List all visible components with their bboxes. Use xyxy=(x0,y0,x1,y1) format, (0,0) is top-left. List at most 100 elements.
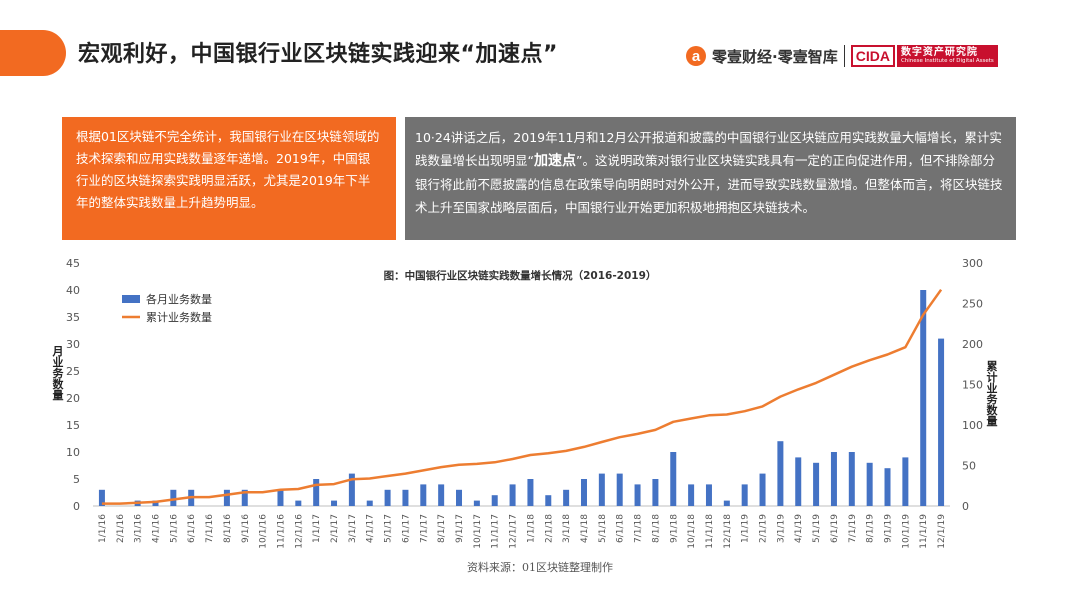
monthly-bar xyxy=(634,484,641,506)
monthly-bar xyxy=(545,495,552,506)
legend-label-monthly: 各月业务数量 xyxy=(146,292,212,306)
monthly-bar xyxy=(527,479,534,506)
x-tick-label: 10/1/19 xyxy=(901,514,911,549)
monthly-bar xyxy=(438,484,445,506)
monthly-bar xyxy=(688,484,695,506)
x-tick-label: 2/1/19 xyxy=(759,514,769,543)
monthly-bar xyxy=(723,500,730,506)
x-tick-label: 3/1/19 xyxy=(776,514,786,543)
monthly-bar xyxy=(473,500,480,506)
summary-left-text: 根据01区块链不完全统计，我国银行业在区块链领域的技术探索和应用实践数量逐年递增… xyxy=(76,129,380,210)
brand-name: 零壹财经·零壹智库 xyxy=(712,47,838,66)
monthly-bar xyxy=(348,473,355,506)
x-tick-label: 3/1/17 xyxy=(348,514,358,543)
x-tick-label: 1/1/16 xyxy=(98,514,108,543)
monthly-bar xyxy=(759,473,766,506)
x-tick-label: 5/1/16 xyxy=(169,514,179,543)
y-right-tick-label: 50 xyxy=(962,460,976,473)
y-tick-label: 35 xyxy=(66,311,80,324)
x-tick-label: 8/1/18 xyxy=(651,514,661,543)
x-tick-label: 4/1/17 xyxy=(366,514,376,543)
monthly-bar xyxy=(98,489,105,506)
x-tick-label: 6/1/16 xyxy=(187,514,197,543)
monthly-bar xyxy=(616,473,623,506)
monthly-bar xyxy=(866,462,873,506)
monthly-bar xyxy=(331,500,338,506)
cida-chinese-name: 数字资产研究院 xyxy=(900,47,978,58)
y-tick-label: 20 xyxy=(66,392,80,405)
y-right-axis-title: 累计业务数量 xyxy=(987,360,999,428)
monthly-bar xyxy=(384,489,391,506)
monthly-bar xyxy=(777,441,784,506)
x-tick-label: 4/1/19 xyxy=(794,514,804,543)
x-tick-label: 8/1/16 xyxy=(223,514,233,543)
x-tick-label: 11/1/18 xyxy=(705,514,715,549)
x-tick-label: 6/1/17 xyxy=(401,514,411,543)
monthly-bar xyxy=(830,452,837,506)
x-tick-label: 5/1/17 xyxy=(384,514,394,543)
summary-right-text-b: ”。这说明政策对银行业区块链实践具有一定的正向促进作用，但不排除部分银行将此前不… xyxy=(415,153,1003,215)
y-tick-label: 15 xyxy=(66,419,80,432)
y-right-tick-label: 150 xyxy=(962,379,983,392)
x-tick-label: 4/1/18 xyxy=(580,514,590,543)
summary-right-highlight: 加速点 xyxy=(533,153,576,169)
monthly-bar xyxy=(295,500,302,506)
cida-english-name: Chinese Institute of Digital Assets xyxy=(900,58,994,64)
monthly-bar xyxy=(223,489,230,506)
monthly-bar xyxy=(920,290,927,506)
x-tick-label: 2/1/16 xyxy=(116,514,126,543)
x-tick-label: 6/1/18 xyxy=(616,514,626,543)
monthly-bar xyxy=(456,489,463,506)
cumulative-line xyxy=(101,288,943,505)
monthly-bar xyxy=(795,457,802,506)
x-tick-label: 7/1/16 xyxy=(205,514,215,543)
x-tick-label: 3/1/18 xyxy=(562,514,572,543)
legend-label-cumulative: 累计业务数量 xyxy=(146,311,212,324)
y-right-tick-label: 200 xyxy=(962,338,983,351)
x-tick-label: 2/1/18 xyxy=(544,514,554,543)
monthly-bar xyxy=(170,489,177,506)
x-tick-label: 7/1/18 xyxy=(634,514,644,543)
x-tick-label: 8/1/17 xyxy=(437,514,447,543)
monthly-bar xyxy=(741,484,748,506)
x-tick-label: 5/1/18 xyxy=(598,514,608,543)
summary-box-left: 根据01区块链不完全统计，我国银行业在区块链领域的技术探索和应用实践数量逐年递增… xyxy=(62,117,396,240)
source-note: 资料来源：01区块链整理制作 xyxy=(467,561,613,574)
monthly-bar xyxy=(598,473,605,506)
x-tick-label: 4/1/16 xyxy=(151,514,161,543)
monthly-bar xyxy=(884,468,891,506)
x-tick-label: 1/1/18 xyxy=(526,514,536,543)
x-tick-label: 7/1/17 xyxy=(419,514,429,543)
monthly-bar xyxy=(509,484,516,506)
x-tick-label: 8/1/19 xyxy=(866,514,876,543)
x-tick-label: 10/1/17 xyxy=(473,514,483,549)
x-tick-label: 9/1/17 xyxy=(455,514,465,543)
x-tick-label: 5/1/19 xyxy=(812,514,822,543)
x-tick-label: 1/1/17 xyxy=(312,514,322,543)
monthly-bar xyxy=(902,457,909,506)
x-tick-label: 9/1/18 xyxy=(669,514,679,543)
y-tick-label: 25 xyxy=(66,365,80,378)
chart-title: 图：中国银行业区块链实践数量增长情况（2016-2019） xyxy=(384,269,657,282)
y-tick-label: 30 xyxy=(66,338,80,351)
x-tick-label: 12/1/17 xyxy=(509,514,519,549)
x-tick-label: 2/1/17 xyxy=(330,514,340,543)
growth-chart: 0 5 10 15 20 25 30 35 40 45 0 50 100 150 200 250 300 月业务数… xyxy=(52,257,999,549)
x-tick-label: 12/1/18 xyxy=(723,514,733,549)
lingyi-logo-icon: a xyxy=(686,46,706,66)
monthly-bar xyxy=(152,500,159,506)
monthly-bar xyxy=(491,495,498,506)
x-tick-label: 12/1/19 xyxy=(937,514,947,549)
x-tick-label: 9/1/16 xyxy=(241,514,251,543)
x-tick-label: 12/1/16 xyxy=(294,514,304,549)
monthly-bar xyxy=(813,462,820,506)
x-tick-label: 11/1/16 xyxy=(276,514,286,549)
monthly-bar xyxy=(402,489,409,506)
monthly-bar xyxy=(670,452,677,506)
y-right-tick-label: 0 xyxy=(962,500,969,513)
x-tick-label: 6/1/19 xyxy=(830,514,840,543)
monthly-bar xyxy=(420,484,427,506)
monthly-bar xyxy=(366,500,373,506)
x-tick-label: 9/1/19 xyxy=(884,514,894,543)
y-tick-label: 40 xyxy=(66,284,80,297)
